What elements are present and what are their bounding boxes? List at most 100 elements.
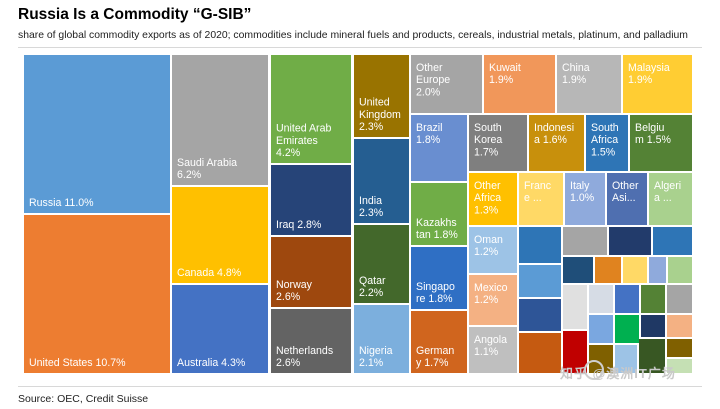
treemap-small-cell bbox=[623, 257, 647, 283]
treemap-label-iraq: Iraq 2.8% bbox=[276, 219, 322, 231]
treemap-label-singapore: re 1.8% bbox=[416, 293, 453, 305]
treemap-rect-south-korea bbox=[469, 115, 527, 171]
treemap-label-brazil: 1.8% bbox=[416, 134, 441, 146]
treemap-small-cell bbox=[641, 285, 665, 313]
treemap-label-other-europe: Other bbox=[416, 62, 443, 74]
treemap-rect-kuwait bbox=[484, 55, 555, 113]
treemap-label-china: 1.9% bbox=[562, 74, 587, 86]
treemap-cell-algeria: Algeria ... bbox=[649, 173, 692, 225]
treemap-small-cell bbox=[639, 339, 665, 373]
treemap-small-cell bbox=[667, 339, 692, 357]
treemap-label-netherlands: Netherlands bbox=[276, 345, 333, 357]
treemap-label-other-europe: 2.0% bbox=[416, 86, 441, 98]
treemap-label-france: Franc bbox=[524, 180, 552, 192]
treemap-label-south-africa: South bbox=[591, 122, 619, 134]
treemap-cell-united-states: United States 10.7% bbox=[24, 215, 170, 373]
treemap-label-germany: German bbox=[416, 345, 454, 357]
treemap-label-nigeria: Nigeria bbox=[359, 345, 393, 357]
chart-title: Russia Is a Commodity “G-SIB” bbox=[18, 6, 252, 23]
treemap-rect-united-arab-emirates bbox=[271, 55, 351, 163]
treemap-small-cell bbox=[519, 299, 561, 331]
treemap-rect-australia bbox=[172, 285, 268, 373]
treemap-rect-russia bbox=[24, 55, 170, 213]
chart-subtitle: share of global commodity exports as of … bbox=[18, 30, 688, 41]
treemap-label-kazakhstan: tan 1.8% bbox=[416, 229, 458, 241]
treemap-label-united-kingdom: Kingdom bbox=[359, 109, 401, 121]
treemap-small-cell bbox=[589, 315, 613, 343]
treemap-label-china: China bbox=[562, 62, 590, 74]
treemap-rect-oman bbox=[469, 227, 517, 273]
treemap-label-united-arab-emirates: 4.2% bbox=[276, 147, 301, 159]
watermark: 知乎 @澳洲IT广场 bbox=[560, 366, 676, 381]
treemap-cell-iraq: Iraq 2.8% bbox=[271, 165, 351, 235]
treemap-rect-indonesia bbox=[529, 115, 584, 171]
treemap-rect-mexico bbox=[469, 275, 517, 325]
treemap-cell-canada: Canada 4.8% bbox=[172, 187, 268, 283]
treemap-label-kuwait: Kuwait bbox=[489, 62, 521, 74]
treemap-small-cell bbox=[667, 359, 692, 373]
treemap-label-malaysia: Malaysia bbox=[628, 62, 670, 74]
treemap-rect-united-kingdom bbox=[354, 55, 409, 137]
treemap-rect-iraq bbox=[271, 165, 351, 235]
treemap-rect-saudi-arabia bbox=[172, 55, 268, 185]
treemap-small-cell bbox=[667, 285, 692, 313]
treemap-small-cell bbox=[595, 257, 621, 283]
treemap-rect-kazakhstan bbox=[411, 183, 467, 245]
treemap-label-nigeria: 2.1% bbox=[359, 357, 384, 369]
treemap-label-canada: Canada 4.8% bbox=[177, 267, 242, 279]
treemap-label-south-korea: 1.7% bbox=[474, 146, 499, 158]
treemap-label-united-states: United States 10.7% bbox=[29, 357, 126, 369]
treemap-rect-other-africa bbox=[469, 173, 517, 225]
treemap-label-other-europe: Europe bbox=[416, 74, 450, 86]
treemap-label-singapore: Singapo bbox=[416, 281, 455, 293]
treemap-cell-other-asia: OtherAsi... bbox=[607, 173, 647, 225]
treemap-cell-france: France ... bbox=[519, 173, 563, 225]
treemap-label-other-africa: 1.3% bbox=[474, 204, 499, 216]
treemap-small-cell bbox=[589, 285, 613, 313]
treemap-label-belgium: Belgiu bbox=[635, 122, 665, 134]
treemap-rect-france bbox=[519, 173, 563, 225]
treemap-rect-germany bbox=[411, 311, 467, 373]
treemap-rect-malaysia bbox=[623, 55, 692, 113]
treemap-label-south-africa: Africa bbox=[591, 134, 618, 146]
treemap-label-united-kingdom: 2.3% bbox=[359, 121, 384, 133]
treemap-label-other-africa: Other bbox=[474, 180, 501, 192]
treemap-rect-india bbox=[354, 139, 409, 223]
treemap-label-mexico: Mexico bbox=[474, 282, 508, 294]
treemap-label-netherlands: 2.6% bbox=[276, 357, 301, 369]
treemap-label-algeria: a ... bbox=[654, 192, 672, 204]
treemap-rect-south-africa bbox=[586, 115, 628, 171]
treemap-label-united-arab-emirates: United Arab bbox=[276, 123, 331, 135]
treemap-rect-angola bbox=[469, 327, 517, 373]
treemap-rect-norway bbox=[271, 237, 351, 307]
treemap-label-oman: 1.2% bbox=[474, 246, 499, 258]
treemap-rect-brazil bbox=[411, 115, 467, 181]
treemap-label-brazil: Brazil bbox=[416, 122, 443, 134]
treemap-label-south-korea: Korea bbox=[474, 134, 502, 146]
treemap-rect-italy bbox=[565, 173, 605, 225]
treemap-small-cell bbox=[563, 331, 587, 373]
treemap-small-cell bbox=[519, 227, 561, 263]
treemap-label-united-arab-emirates: Emirates bbox=[276, 135, 318, 147]
treemap-label-indonesia: Indonesi bbox=[534, 122, 574, 134]
treemap-label-algeria: Algeri bbox=[654, 180, 681, 192]
treemap-small-cell bbox=[615, 285, 639, 313]
